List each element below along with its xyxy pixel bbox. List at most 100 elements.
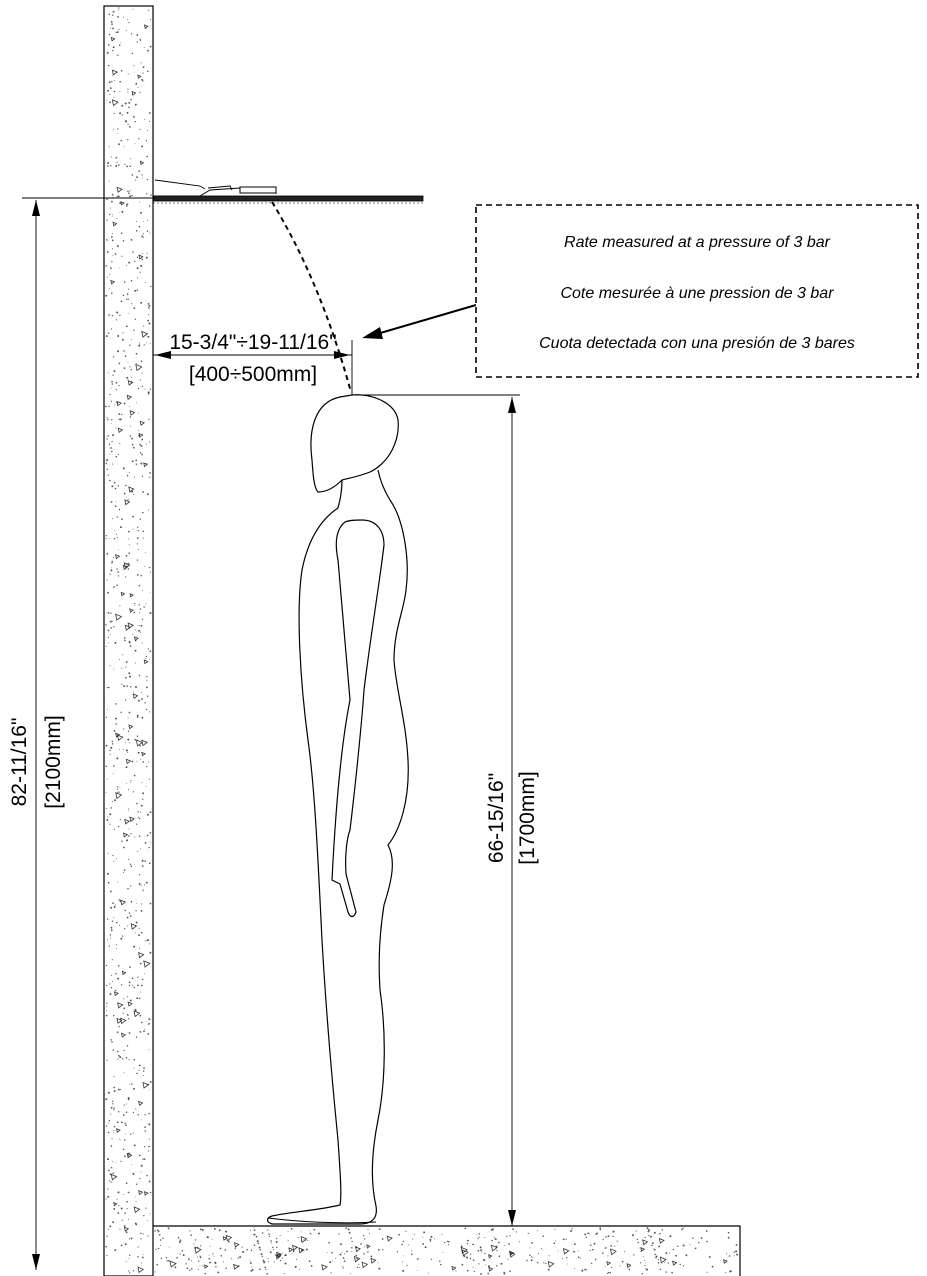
concrete-speck: [472, 1266, 474, 1268]
concrete-speck: [118, 1205, 120, 1207]
concrete-speck: [122, 16, 125, 18]
concrete-speck: [255, 1234, 257, 1236]
floor: [152, 1225, 741, 1276]
concrete-speck: [396, 1251, 399, 1253]
concrete-speck: [139, 379, 141, 381]
concrete-speck: [144, 1130, 147, 1132]
concrete-speck: [212, 1253, 214, 1255]
concrete-speck: [515, 1231, 518, 1233]
concrete-speck: [261, 1232, 264, 1234]
concrete-speck: [131, 174, 134, 176]
concrete-speck: [711, 1265, 714, 1268]
concrete-speck: [110, 1145, 113, 1147]
concrete-speck: [115, 165, 118, 167]
concrete-speck: [328, 1241, 330, 1244]
concrete-speck: [148, 761, 150, 763]
concrete-speck: [368, 1232, 371, 1234]
concrete-speck: [225, 1230, 228, 1233]
concrete-speck: [108, 81, 111, 84]
concrete-speck: [111, 740, 114, 743]
concrete-speck: [115, 427, 117, 429]
concrete-speck: [225, 1267, 227, 1269]
concrete-speck: [136, 1183, 138, 1185]
concrete-speck: [120, 42, 122, 44]
concrete-speck: [121, 840, 123, 842]
concrete-speck: [463, 1255, 466, 1258]
concrete-speck: [139, 1014, 142, 1017]
concrete-speck: [401, 1261, 404, 1263]
concrete-speck: [106, 251, 109, 253]
concrete-speck: [148, 658, 150, 660]
concrete-speck: [115, 31, 117, 33]
concrete-speck: [106, 459, 109, 461]
concrete-speck: [108, 33, 111, 36]
concrete-speck: [117, 1111, 120, 1113]
concrete-speck: [109, 749, 111, 752]
concrete-speck: [125, 1182, 128, 1184]
concrete-speck: [106, 219, 108, 221]
concrete-speck: [115, 973, 117, 975]
concrete-speck: [461, 1263, 464, 1266]
concrete-speck: [140, 574, 142, 577]
concrete-speck: [106, 417, 108, 419]
concrete-speck: [498, 1255, 501, 1258]
concrete-speck: [137, 811, 139, 813]
concrete-speck: [131, 437, 134, 440]
concrete-speck: [132, 8, 134, 10]
concrete-speck: [162, 1237, 164, 1239]
concrete-speck: [106, 51, 109, 54]
concrete-speck: [429, 1238, 432, 1241]
concrete-speck: [110, 20, 113, 23]
concrete-speck: [149, 120, 151, 122]
concrete-speck: [507, 1258, 509, 1260]
concrete-aggregate: [135, 363, 143, 372]
concrete-speck: [105, 964, 108, 967]
concrete-speck: [200, 1245, 202, 1247]
concrete-speck: [108, 314, 110, 316]
concrete-speck: [110, 422, 112, 424]
concrete-speck: [122, 872, 124, 874]
concrete-speck: [659, 1268, 662, 1271]
concrete-speck: [653, 1231, 656, 1234]
concrete-speck: [554, 1240, 556, 1242]
concrete-speck: [265, 1268, 267, 1271]
concrete-speck: [141, 859, 144, 862]
concrete-speck: [496, 1249, 498, 1252]
concrete-speck: [133, 1067, 135, 1069]
concrete-speck: [112, 854, 114, 857]
concrete-speck: [129, 966, 131, 968]
concrete-speck: [143, 1146, 146, 1148]
concrete-speck: [644, 1264, 646, 1267]
concrete-speck: [381, 1238, 384, 1240]
concrete-speck: [706, 1271, 708, 1273]
concrete-speck: [398, 1233, 400, 1236]
concrete-speck: [149, 1081, 152, 1083]
concrete-speck: [423, 1231, 426, 1234]
concrete-speck: [331, 1251, 333, 1254]
concrete-speck: [133, 1144, 136, 1147]
concrete-speck: [105, 744, 108, 747]
concrete-speck: [117, 335, 120, 337]
concrete-speck: [363, 1253, 365, 1255]
concrete-aggregate: [139, 160, 145, 166]
concrete-speck: [602, 1239, 604, 1241]
concrete-aggregate: [110, 279, 116, 285]
concrete-speck: [133, 605, 135, 606]
head-clearance-inches: 15-3/4"÷19-11/16": [169, 331, 336, 354]
concrete-speck: [605, 1236, 607, 1238]
concrete-speck: [123, 1104, 125, 1106]
concrete-speck: [476, 1233, 478, 1235]
concrete-speck: [222, 1261, 224, 1263]
concrete-speck: [145, 881, 148, 884]
concrete-speck: [128, 261, 131, 264]
concrete-speck: [115, 319, 118, 321]
concrete-speck: [127, 73, 129, 75]
head-clearance-dimension: [153, 340, 353, 395]
concrete-speck: [123, 637, 126, 639]
concrete-speck: [672, 1248, 675, 1251]
concrete-speck: [126, 1013, 129, 1016]
concrete-speck: [644, 1236, 646, 1239]
concrete-speck: [106, 276, 108, 278]
concrete-speck: [109, 274, 111, 275]
